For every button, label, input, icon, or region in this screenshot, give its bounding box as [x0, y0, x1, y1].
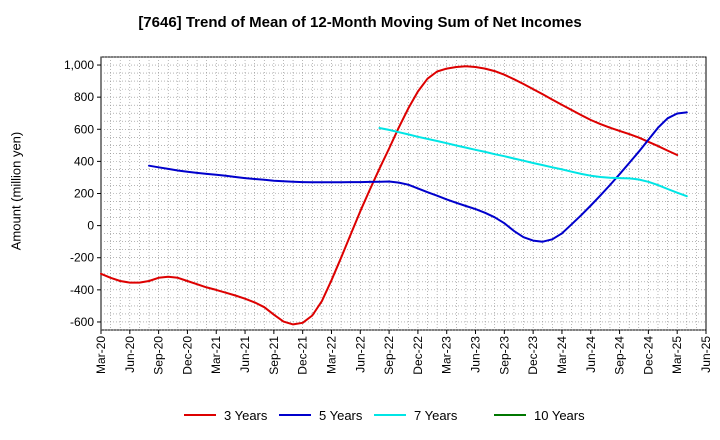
legend-label: 7 Years: [414, 407, 458, 423]
x-tick-label: Mar-25: [670, 336, 684, 374]
y-tick-label: 1,000: [64, 58, 94, 72]
y-tick-label: 400: [74, 154, 94, 168]
y-tick-label: 0: [87, 219, 94, 233]
legend-swatch: [374, 414, 406, 416]
x-tick-label: Mar-20: [94, 336, 108, 374]
x-tick-label: Mar-23: [440, 336, 454, 374]
series-lines: [100, 65, 688, 326]
legend-item-3-years: 3 Years: [184, 405, 267, 425]
x-tick-label: Dec-20: [180, 336, 194, 375]
x-tick-label: Dec-23: [526, 336, 540, 375]
x-tick-label: Sep-24: [613, 336, 627, 375]
x-tick-label: Dec-24: [641, 336, 655, 375]
x-tick-label: Sep-22: [382, 336, 396, 375]
y-tick-label: 200: [74, 187, 94, 201]
legend-swatch: [184, 414, 216, 416]
y-tick-label: 600: [74, 122, 94, 136]
legend-item-5-years: 5 Years: [279, 405, 362, 425]
x-tick-label: Sep-21: [267, 336, 281, 375]
series-line-5-years: [148, 111, 688, 243]
x-tick-label: Jun-21: [238, 336, 252, 373]
legend-swatch: [494, 414, 526, 416]
x-tick-label: Dec-21: [296, 336, 310, 375]
x-tick-label: Sep-20: [152, 336, 166, 375]
x-tick-label: Dec-22: [411, 336, 425, 375]
axes: -600 -400 -200 0 200 400 600 800 1,000 Mar-20 Jun-…: [64, 58, 713, 375]
legend-item-10-years: 10 Years: [494, 405, 585, 425]
y-tick-label: -600: [70, 315, 94, 329]
x-tick-label: Jun-20: [123, 336, 137, 373]
x-tick-label: Jun-25: [699, 336, 713, 373]
legend-label: 3 Years: [224, 407, 268, 423]
x-tick-label: Mar-22: [324, 336, 338, 374]
legend-item-7-years: 7 Years: [374, 405, 457, 425]
legend-swatch: [279, 414, 311, 416]
x-tick-label: Jun-24: [584, 336, 598, 373]
y-tick-label: -200: [70, 251, 94, 265]
series-line-3-years: [100, 65, 679, 326]
x-tick-label: Jun-23: [469, 336, 483, 373]
x-tick-label: Mar-21: [209, 336, 223, 374]
x-tick-label: Mar-24: [555, 336, 569, 374]
x-tick-label: Jun-22: [353, 336, 367, 373]
grid: [100, 56, 707, 331]
legend-label: 10 Years: [534, 407, 585, 423]
y-tick-label: -400: [70, 283, 94, 297]
chart-title: [7646] Trend of Mean of 12-Month Moving …: [138, 14, 582, 31]
y-tick-label: 800: [74, 90, 94, 104]
x-tick-label: Sep-23: [497, 336, 511, 375]
legend: 3 Years 5 Years 7 Years 10 Years: [0, 405, 720, 425]
series-line-7-years: [378, 127, 688, 198]
legend-label: 5 Years: [319, 407, 363, 423]
